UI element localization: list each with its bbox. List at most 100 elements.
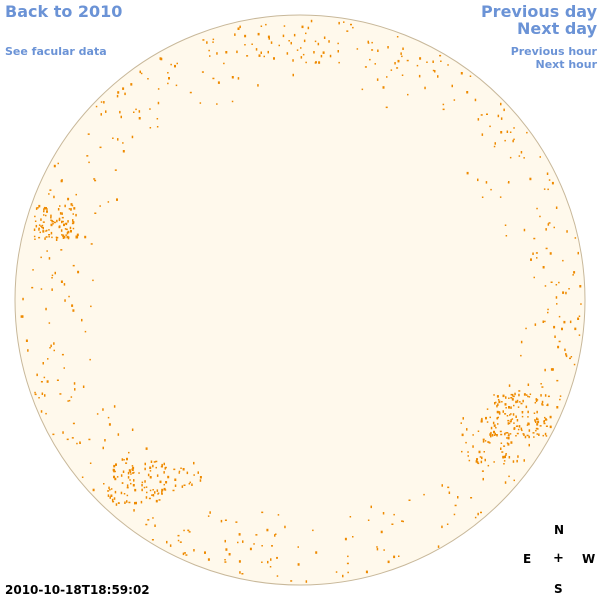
- facula-dot: [513, 138, 515, 141]
- facula-dot: [540, 383, 542, 385]
- facula-dot: [509, 156, 512, 159]
- facula-dot: [563, 320, 566, 324]
- facula-dot: [548, 222, 551, 224]
- facula-dot: [467, 455, 469, 457]
- facula-dot: [489, 125, 491, 128]
- facula-dot: [164, 466, 167, 469]
- facula-dot: [235, 521, 238, 523]
- facula-dot: [523, 157, 525, 159]
- facula-dot: [502, 455, 505, 459]
- facula-dot: [510, 441, 513, 444]
- facula-dot: [123, 459, 125, 461]
- facula-dot: [519, 401, 521, 403]
- facula-dot: [51, 277, 53, 279]
- facula-dot: [92, 488, 95, 492]
- facula-dot: [447, 486, 450, 489]
- facula-dot: [474, 98, 477, 102]
- facula-dot: [303, 39, 306, 43]
- facula-dot: [534, 323, 537, 326]
- facula-dot: [550, 368, 553, 371]
- facula-dot: [224, 519, 227, 521]
- facula-dot: [181, 485, 184, 488]
- facula-dot: [147, 519, 150, 521]
- facula-dot: [58, 217, 61, 221]
- facula-dot: [237, 27, 240, 30]
- facula-dot: [267, 35, 270, 39]
- facula-dot: [161, 490, 163, 494]
- facula-dot: [228, 553, 231, 556]
- facula-dot: [416, 64, 419, 67]
- facula-dot: [533, 237, 536, 240]
- facula-dot: [562, 259, 564, 262]
- facula-dot: [68, 399, 71, 402]
- facula-dot: [497, 399, 500, 401]
- facula-dot: [269, 566, 272, 568]
- facula-dot: [523, 228, 526, 232]
- facula-dot: [132, 466, 135, 470]
- facula-dot: [115, 463, 117, 466]
- facula-dot: [578, 315, 581, 317]
- facula-dot: [244, 44, 246, 46]
- facula-dot: [382, 86, 385, 89]
- facula-dot: [134, 488, 137, 492]
- facula-dot: [131, 135, 134, 139]
- facula-dot: [163, 471, 165, 474]
- facula-dot: [223, 62, 225, 65]
- facula-dot: [518, 155, 521, 157]
- facula-dot: [562, 291, 565, 294]
- facula-dot: [572, 274, 574, 276]
- facula-dot: [117, 433, 120, 436]
- facula-dot: [493, 145, 496, 148]
- facula-dot: [159, 480, 162, 484]
- facula-dot: [131, 465, 134, 467]
- facula-dot: [152, 464, 154, 468]
- facula-dot: [535, 399, 538, 402]
- facula-dot: [520, 354, 522, 357]
- facula-dot: [116, 198, 118, 201]
- facula-dot: [135, 108, 137, 111]
- back-to-year-link[interactable]: Back to 2010: [5, 2, 123, 21]
- facula-dot: [116, 94, 119, 98]
- next-hour-link[interactable]: Next hour: [535, 58, 598, 71]
- facula-dot: [36, 207, 39, 209]
- see-facular-data-link[interactable]: See facular data: [5, 45, 107, 58]
- facula-dot: [488, 441, 490, 443]
- previous-day-link[interactable]: Previous day: [480, 2, 597, 21]
- facula-dot: [63, 283, 66, 286]
- facula-dot: [224, 561, 227, 563]
- facula-dot: [477, 178, 479, 182]
- facula-dot: [374, 63, 376, 65]
- facula-dot: [95, 105, 98, 108]
- next-day-link[interactable]: Next day: [517, 19, 597, 38]
- facula-dot: [402, 47, 404, 50]
- facula-dot: [486, 113, 488, 115]
- facula-dot: [432, 69, 435, 72]
- facula-dot: [505, 454, 507, 456]
- facula-dot: [71, 304, 74, 307]
- facula-dot: [488, 442, 491, 444]
- compass-south-label: S: [554, 582, 563, 596]
- facula-dot: [536, 410, 538, 414]
- facula-dot: [470, 497, 473, 499]
- facula-dot: [544, 416, 546, 419]
- facula-dot: [497, 114, 500, 118]
- previous-hour-link[interactable]: Previous hour: [510, 45, 597, 58]
- facula-dot: [505, 396, 507, 399]
- facula-dot: [390, 69, 393, 71]
- facula-dot: [103, 101, 105, 104]
- facula-dot: [67, 236, 70, 240]
- facula-dot: [505, 235, 508, 237]
- facula-dot: [457, 496, 459, 499]
- facula-dot: [41, 392, 44, 395]
- facula-dot: [154, 524, 156, 527]
- facula-dot: [67, 220, 69, 223]
- facula-dot: [120, 115, 122, 119]
- facula-dot: [56, 236, 59, 239]
- facula-dot: [467, 451, 469, 453]
- facula-dot: [515, 425, 518, 427]
- facula-dot: [199, 102, 202, 104]
- facula-dot: [93, 178, 96, 180]
- facula-dot: [72, 422, 75, 425]
- facula-dot: [367, 519, 370, 521]
